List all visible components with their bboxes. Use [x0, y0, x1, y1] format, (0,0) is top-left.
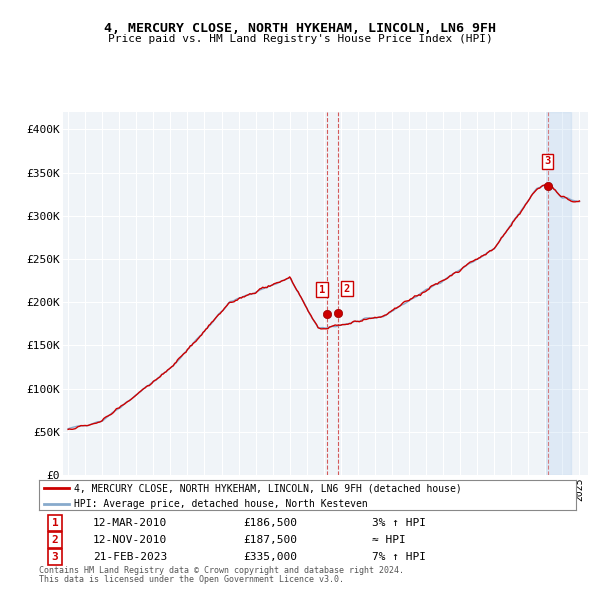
- Text: 12-NOV-2010: 12-NOV-2010: [93, 535, 167, 545]
- Text: 4, MERCURY CLOSE, NORTH HYKEHAM, LINCOLN, LN6 9FH: 4, MERCURY CLOSE, NORTH HYKEHAM, LINCOLN…: [104, 22, 496, 35]
- Text: £335,000: £335,000: [243, 552, 297, 562]
- Text: 3: 3: [52, 552, 58, 562]
- Text: 12-MAR-2010: 12-MAR-2010: [93, 518, 167, 528]
- Bar: [546, 112, 571, 475]
- Text: £187,500: £187,500: [243, 535, 297, 545]
- Text: 2: 2: [344, 284, 350, 294]
- Text: 7% ↑ HPI: 7% ↑ HPI: [372, 552, 426, 562]
- Text: HPI: Average price, detached house, North Kesteven: HPI: Average price, detached house, Nort…: [74, 499, 368, 509]
- Text: 2: 2: [52, 535, 58, 545]
- Text: Contains HM Land Registry data © Crown copyright and database right 2024.: Contains HM Land Registry data © Crown c…: [39, 566, 404, 575]
- Text: 1: 1: [319, 284, 325, 294]
- Text: 1: 1: [52, 518, 58, 528]
- Text: 4, MERCURY CLOSE, NORTH HYKEHAM, LINCOLN, LN6 9FH (detached house): 4, MERCURY CLOSE, NORTH HYKEHAM, LINCOLN…: [74, 483, 461, 493]
- Text: 3% ↑ HPI: 3% ↑ HPI: [372, 518, 426, 528]
- Text: This data is licensed under the Open Government Licence v3.0.: This data is licensed under the Open Gov…: [39, 575, 344, 584]
- Text: Price paid vs. HM Land Registry's House Price Index (HPI): Price paid vs. HM Land Registry's House …: [107, 34, 493, 44]
- Text: 3: 3: [544, 156, 551, 166]
- Text: £186,500: £186,500: [243, 518, 297, 528]
- Text: ≈ HPI: ≈ HPI: [372, 535, 406, 545]
- Text: 21-FEB-2023: 21-FEB-2023: [93, 552, 167, 562]
